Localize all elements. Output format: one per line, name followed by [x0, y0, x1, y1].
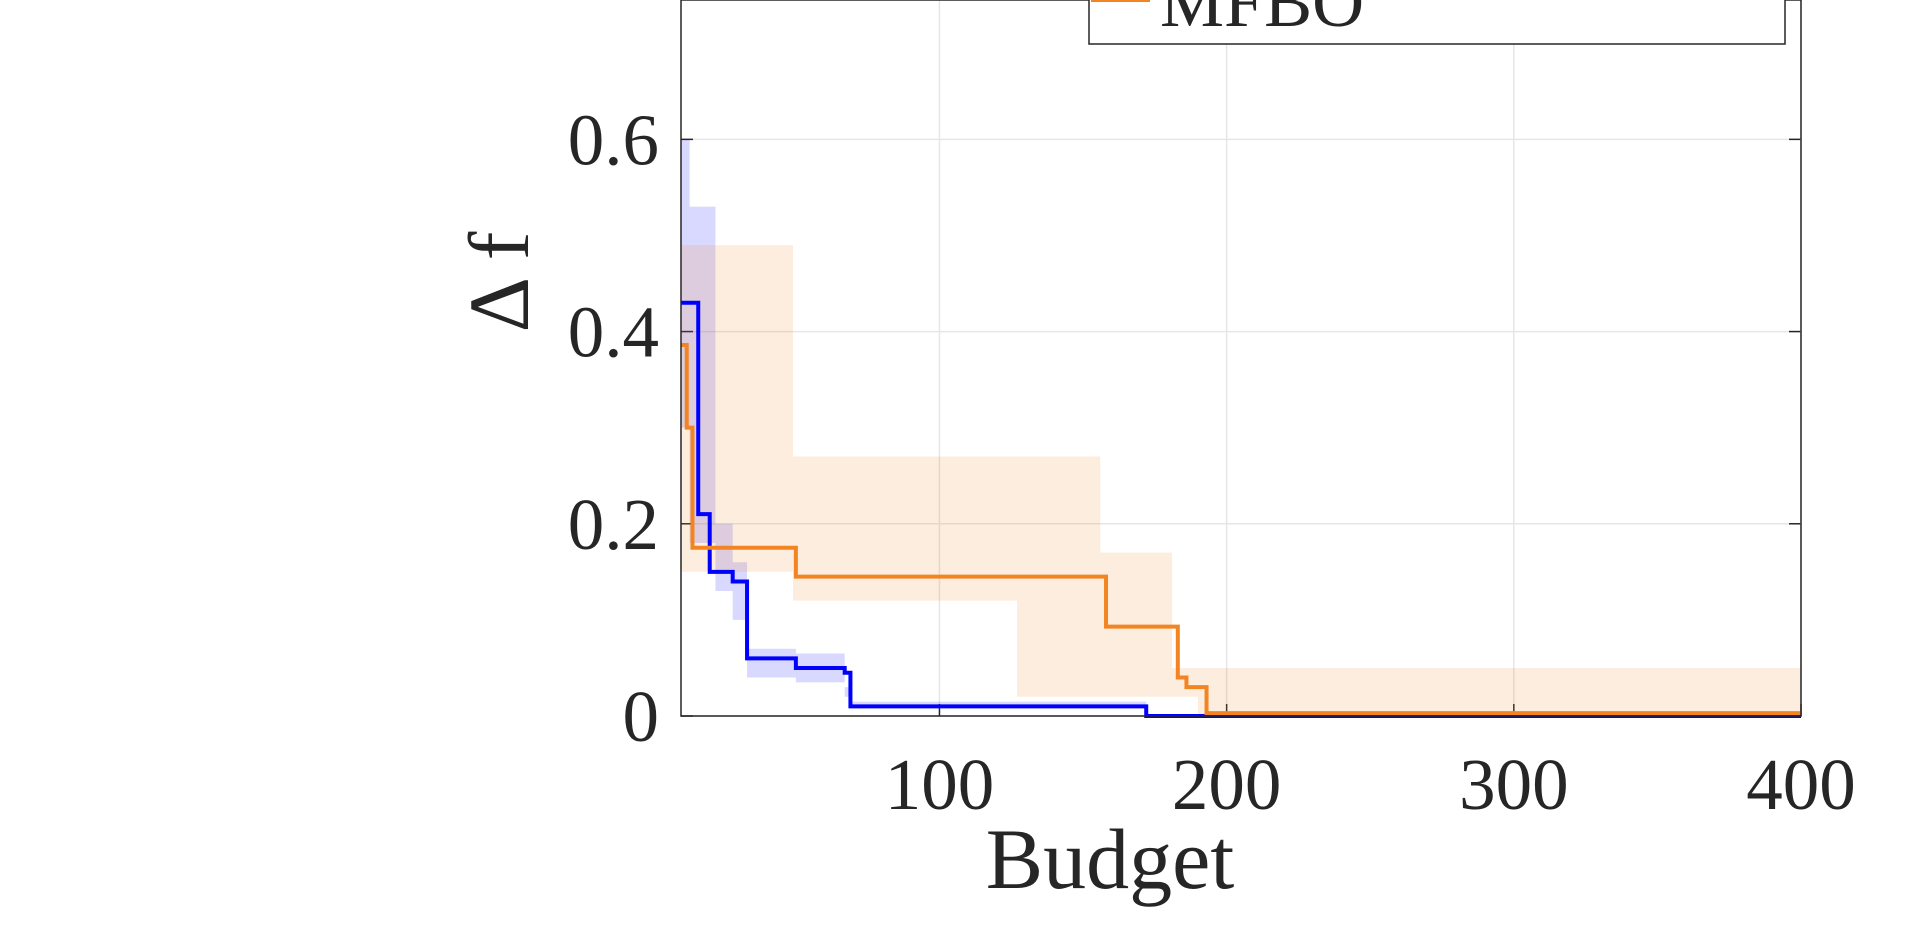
y-axis-label: Δ f [451, 231, 547, 332]
y-tick-label: 0.4 [568, 292, 659, 373]
legend-label: MFBO [1160, 0, 1364, 42]
x-tick-label: 200 [1172, 744, 1282, 825]
y-tick-label: 0 [623, 676, 660, 757]
legend-box [1088, 0, 1786, 45]
legend: MFBO [1088, 0, 1786, 45]
x-axis-label: Budget [986, 811, 1235, 907]
confidence-band [681, 139, 1801, 716]
y-tick-label: 0.2 [568, 484, 659, 565]
x-tick-label: 400 [1746, 744, 1856, 825]
x-tick-label: 300 [1459, 744, 1569, 825]
confidence-band [681, 245, 1801, 716]
axes-box [680, 0, 1802, 717]
x-tick-label: 100 [885, 744, 995, 825]
series-line [681, 300, 1801, 718]
y-tick-label: 0.6 [568, 99, 659, 180]
series-line [681, 343, 1801, 716]
